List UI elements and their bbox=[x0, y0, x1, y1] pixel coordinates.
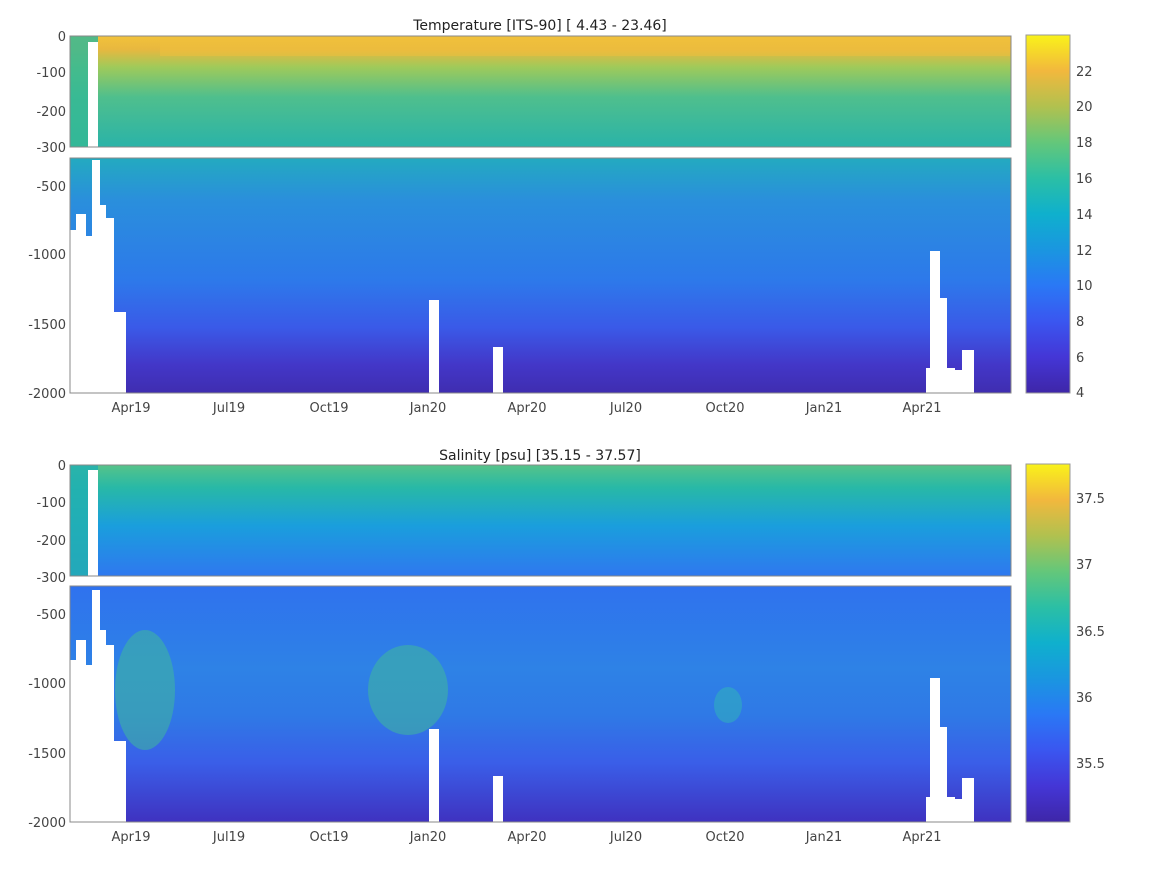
temperature-plot: Temperature [ITS-90] [ 4.43 - 23.46] 0 -… bbox=[28, 18, 1092, 416]
temperature-upper-gap bbox=[88, 42, 98, 147]
temperature-no-data-mask bbox=[70, 160, 126, 393]
temperature-lower-field bbox=[70, 158, 1011, 393]
salinity-lower-tick-label: -1000 bbox=[28, 677, 66, 692]
salinity-title: Salinity [psu] [35.15 - 37.57] bbox=[439, 448, 641, 464]
temperature-colorbar-tick-label: 6 bbox=[1076, 351, 1084, 366]
temperature-colorbar-tick-label: 12 bbox=[1076, 244, 1093, 259]
salinity-x-tick-label: Oct19 bbox=[309, 830, 348, 845]
salinity-gap-mar20 bbox=[493, 776, 503, 822]
temperature-lower-tick-label: -1000 bbox=[28, 248, 66, 263]
salinity-upper-tick-label: -100 bbox=[36, 496, 66, 511]
temperature-x-ticks: Apr19 Jul19 Oct19 Jan20 Apr20 Jul20 Oct2… bbox=[111, 401, 941, 416]
temperature-gap-apr21 bbox=[926, 251, 974, 393]
salinity-no-data-mask bbox=[70, 590, 126, 822]
temperature-colorbar: 4 6 8 10 12 14 16 18 20 22 bbox=[1025, 34, 1093, 401]
temperature-warm-band bbox=[160, 36, 1010, 56]
temperature-colorbar-tick-label: 14 bbox=[1076, 208, 1093, 223]
salinity-lower-tick-label: -1500 bbox=[28, 747, 66, 762]
salinity-lower-tick-label: -500 bbox=[36, 608, 66, 623]
temperature-x-tick-label: Jul20 bbox=[609, 401, 642, 416]
temperature-upper-tick-label: -200 bbox=[36, 105, 66, 120]
salinity-colorbar-ramp bbox=[1025, 463, 1071, 823]
salinity-x-tick-label: Jan21 bbox=[805, 830, 843, 845]
temperature-colorbar-tick-label: 22 bbox=[1076, 65, 1093, 80]
salinity-lower-frame bbox=[69, 585, 1012, 823]
temperature-colorbar-tick-label: 20 bbox=[1076, 100, 1093, 115]
temperature-colorbar-ticks: 4 6 8 10 12 14 16 18 20 22 bbox=[1076, 65, 1093, 401]
salinity-upper-gap bbox=[88, 470, 98, 576]
temperature-x-tick-label: Oct20 bbox=[705, 401, 744, 416]
temperature-lower-ticks: -500 -1000 -1500 -2000 bbox=[28, 180, 66, 402]
salinity-saline-patch-apr19 bbox=[115, 630, 175, 750]
temperature-colorbar-ramp bbox=[1025, 34, 1071, 394]
salinity-upper-tick-label: 0 bbox=[58, 459, 66, 474]
salinity-x-tick-label: Jul19 bbox=[212, 830, 245, 845]
temperature-lower-panel: -500 -1000 -1500 -2000 bbox=[28, 157, 1012, 402]
temperature-x-tick-label: Oct19 bbox=[309, 401, 348, 416]
temperature-colorbar-tick-label: 10 bbox=[1076, 279, 1093, 294]
salinity-x-tick-label: Jan20 bbox=[409, 830, 447, 845]
temperature-gap-jan20 bbox=[429, 300, 439, 393]
salinity-lower-tick-label: -2000 bbox=[28, 816, 66, 831]
salinity-upper-tick-label: -300 bbox=[36, 571, 66, 586]
temperature-colorbar-tick-label: 18 bbox=[1076, 136, 1093, 151]
salinity-colorbar-tick-label: 35.5 bbox=[1076, 757, 1105, 772]
salinity-x-tick-label: Jul20 bbox=[609, 830, 642, 845]
salinity-lower-ticks: -500 -1000 -1500 -2000 bbox=[28, 608, 66, 831]
temperature-x-tick-label: Apr19 bbox=[111, 401, 150, 416]
salinity-colorbar: 35.5 36 36.5 37 37.5 bbox=[1025, 463, 1105, 823]
temperature-upper-ticks: 0 -100 -200 -300 bbox=[36, 30, 66, 156]
temperature-upper-frame bbox=[69, 35, 1012, 148]
salinity-plot: Salinity [psu] [35.15 - 37.57] 0 -100 -2… bbox=[28, 448, 1105, 845]
temperature-x-tick-label: Jan21 bbox=[805, 401, 843, 416]
temperature-upper-tick-label: -100 bbox=[36, 66, 66, 81]
salinity-x-tick-label: Apr20 bbox=[507, 830, 546, 845]
temperature-colorbar-tick-label: 4 bbox=[1076, 386, 1084, 401]
temperature-title: Temperature [ITS-90] [ 4.43 - 23.46] bbox=[412, 18, 667, 34]
temperature-x-tick-label: Apr20 bbox=[507, 401, 546, 416]
salinity-upper-field bbox=[70, 465, 1011, 576]
salinity-colorbar-tick-label: 37 bbox=[1076, 558, 1093, 573]
temperature-lower-tick-label: -1500 bbox=[28, 318, 66, 333]
temperature-upper-tick-label: -300 bbox=[36, 141, 66, 156]
salinity-upper-frame bbox=[69, 464, 1012, 577]
temperature-colorbar-tick-label: 8 bbox=[1076, 315, 1084, 330]
temperature-upper-tick-label: 0 bbox=[58, 30, 66, 45]
temperature-colorbar-tick-label: 16 bbox=[1076, 172, 1093, 187]
temperature-lower-tick-label: -500 bbox=[36, 180, 66, 195]
salinity-x-tick-label: Oct20 bbox=[705, 830, 744, 845]
salinity-lower-panel: -500 -1000 -1500 -2000 bbox=[28, 585, 1012, 831]
temperature-x-tick-label: Jul19 bbox=[212, 401, 245, 416]
salinity-upper-panel: 0 -100 -200 -300 bbox=[36, 459, 1012, 586]
salinity-colorbar-tick-label: 36 bbox=[1076, 691, 1093, 706]
salinity-x-ticks: Apr19 Jul19 Oct19 Jan20 Apr20 Jul20 Oct2… bbox=[111, 830, 941, 845]
salinity-saline-patch-oct20 bbox=[714, 687, 742, 723]
temperature-gap-mar20 bbox=[493, 347, 503, 393]
salinity-upper-tick-label: -200 bbox=[36, 534, 66, 549]
temperature-lower-frame bbox=[69, 157, 1012, 394]
salinity-gap-jan20 bbox=[429, 729, 439, 822]
temperature-x-tick-label: Apr21 bbox=[902, 401, 941, 416]
salinity-lower-field bbox=[70, 586, 1011, 822]
salinity-x-tick-label: Apr21 bbox=[902, 830, 941, 845]
salinity-saline-patch-jan20 bbox=[368, 645, 448, 735]
temperature-x-tick-label: Jan20 bbox=[409, 401, 447, 416]
salinity-colorbar-ticks: 35.5 36 36.5 37 37.5 bbox=[1076, 492, 1105, 772]
salinity-x-tick-label: Apr19 bbox=[111, 830, 150, 845]
salinity-colorbar-tick-label: 36.5 bbox=[1076, 625, 1105, 640]
temperature-lower-tick-label: -2000 bbox=[28, 387, 66, 402]
salinity-colorbar-tick-label: 37.5 bbox=[1076, 492, 1105, 507]
salinity-upper-ticks: 0 -100 -200 -300 bbox=[36, 459, 66, 586]
salinity-gap-apr21 bbox=[926, 678, 974, 822]
temperature-upper-panel: 0 -100 -200 -300 bbox=[36, 30, 1012, 156]
